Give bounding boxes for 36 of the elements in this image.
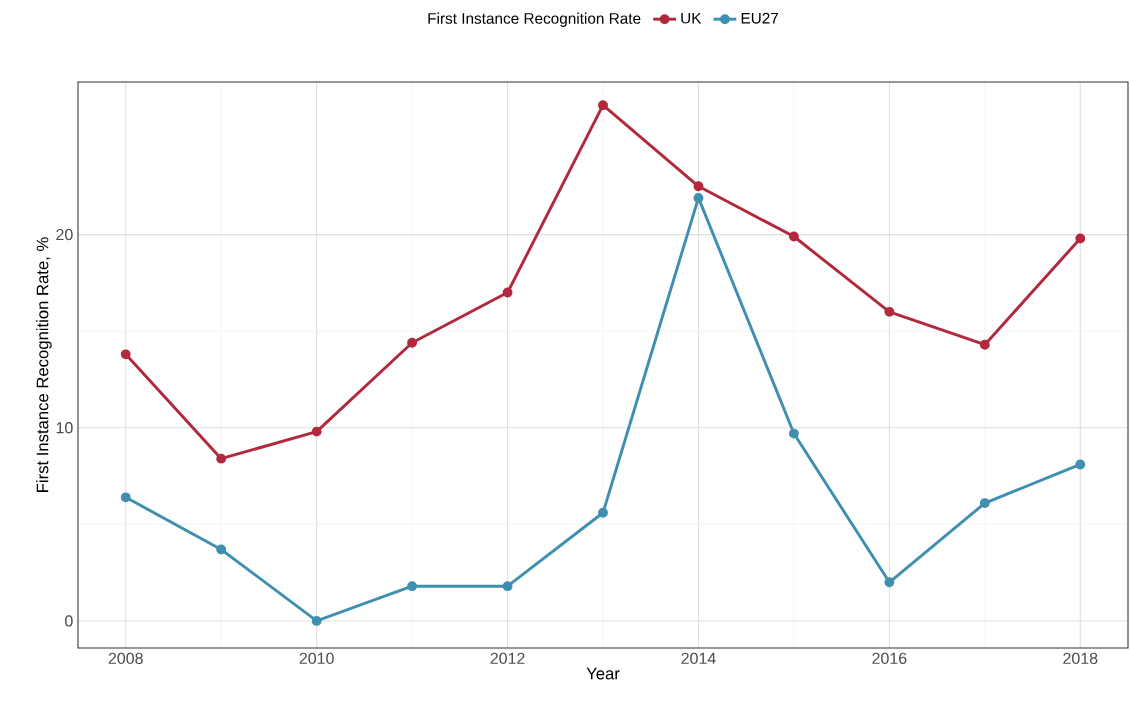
y-tick-label: 0 [65, 615, 73, 627]
point [311, 426, 322, 437]
point [979, 339, 990, 350]
x-tick-label: 2010 [299, 652, 334, 665]
point [216, 544, 227, 555]
point [693, 192, 704, 203]
point [311, 616, 322, 626]
legend-label: EU27 [741, 12, 779, 24]
x-tick-label: 2014 [681, 652, 716, 665]
point [1075, 459, 1086, 470]
point [598, 507, 608, 518]
point [884, 306, 895, 317]
y-axis-title: First Instance Recognition Rate, % [36, 237, 52, 492]
point [120, 349, 131, 360]
point [407, 337, 418, 348]
point [502, 581, 513, 592]
point [788, 231, 799, 242]
y-tick-label: 20 [56, 228, 73, 241]
point [693, 181, 704, 192]
point [407, 581, 418, 592]
point [120, 492, 131, 503]
point [1075, 233, 1086, 244]
legend-title: First Instance Recognition Rate [428, 12, 641, 27]
x-axis-title: Year [586, 667, 620, 680]
point [979, 498, 990, 509]
point [216, 453, 227, 464]
point [788, 428, 799, 439]
x-tick-label: 2008 [108, 652, 143, 665]
point [884, 577, 895, 588]
legend-label: UK [681, 12, 702, 24]
x-tick-label: 2018 [1063, 652, 1098, 665]
x-tick-label: 2012 [490, 652, 525, 665]
point [598, 100, 608, 111]
x-tick-label: 2016 [872, 652, 907, 665]
point [502, 287, 513, 298]
y-tick-label: 10 [56, 422, 73, 434]
